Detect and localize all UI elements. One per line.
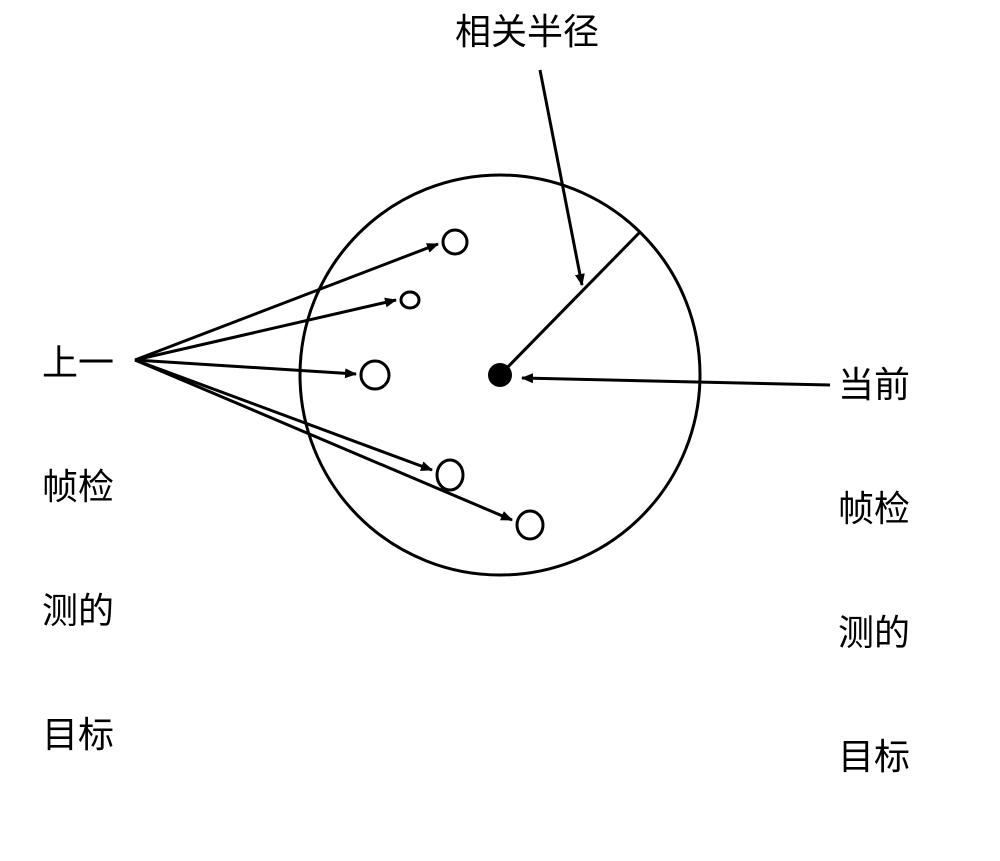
current-frame-label-line: 目标: [838, 737, 910, 778]
radius-line: [500, 232, 640, 375]
diagram-canvas: 相关半径 上一 帧检 测的 目标 当前 帧检 测的 目标: [0, 0, 1000, 622]
prev-target-marker: [443, 230, 467, 254]
current-label-arrow: [522, 378, 830, 385]
current-target-dot: [488, 363, 512, 387]
prev-frame-label-line: 目标: [42, 715, 114, 756]
radius-label-arrow: [540, 70, 582, 285]
current-frame-label: 当前 帧检 测的 目标: [838, 282, 910, 861]
prev-target-arrow: [135, 360, 512, 520]
prev-target-marker: [361, 361, 389, 389]
prev-target-marker: [517, 511, 543, 539]
prev-frame-label: 上一 帧检 测的 目标: [42, 260, 114, 839]
prev-frame-label-line: 测的: [42, 591, 114, 632]
current-frame-label-line: 当前: [838, 365, 910, 406]
prev-target-marker: [401, 292, 419, 308]
prev-frame-label-line: 上一: [42, 343, 114, 384]
current-frame-label-line: 测的: [838, 613, 910, 654]
prev-target-marker: [437, 460, 463, 490]
prev-frame-label-line: 帧检: [42, 467, 114, 508]
radius-label: 相关半径: [455, 12, 599, 53]
current-frame-label-line: 帧检: [838, 489, 910, 530]
